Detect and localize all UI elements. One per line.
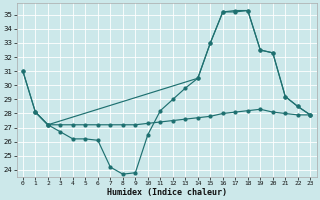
X-axis label: Humidex (Indice chaleur): Humidex (Indice chaleur) bbox=[107, 188, 227, 197]
